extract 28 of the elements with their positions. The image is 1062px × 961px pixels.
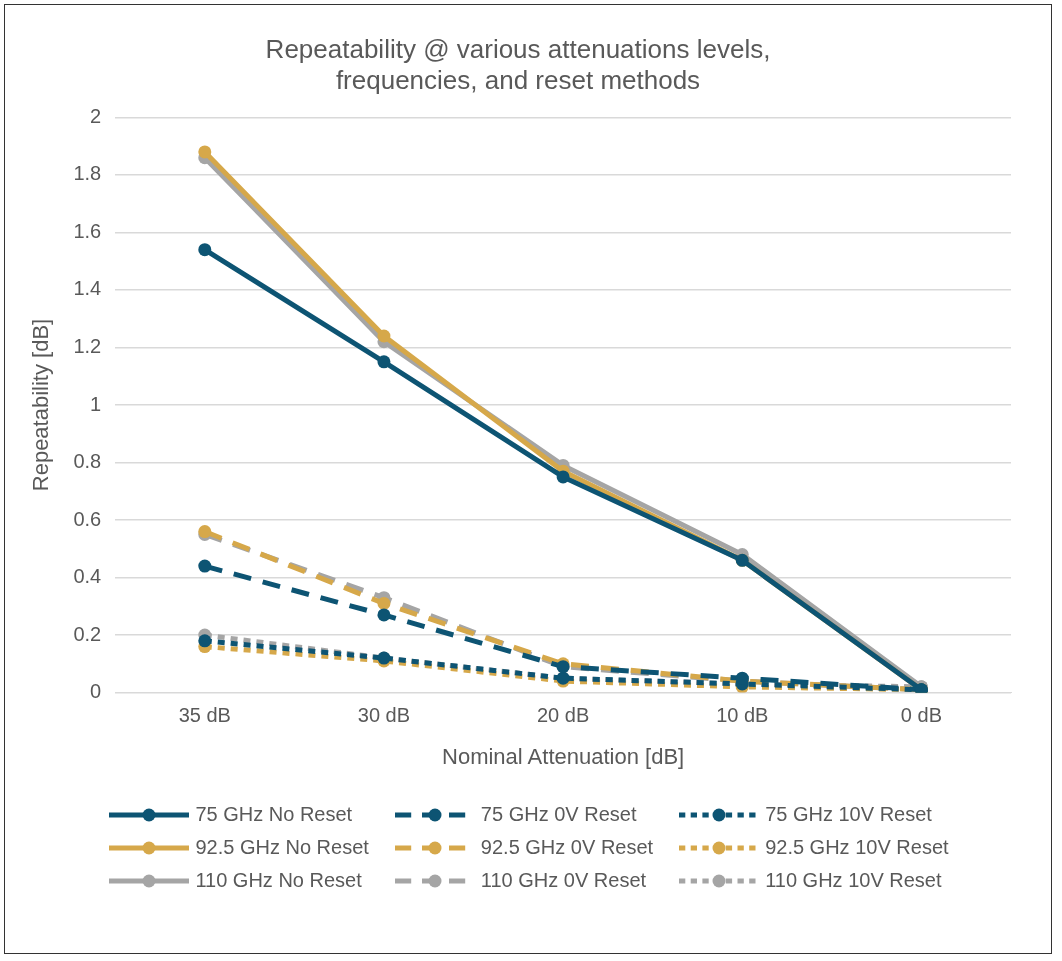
legend-label: 92.5 GHz 0V Reset xyxy=(480,836,654,859)
y-tick-label: 0.8 xyxy=(73,450,102,473)
y-tick-label: 1.4 xyxy=(73,277,102,300)
y-tick-label: 2 xyxy=(90,104,102,127)
x-axis-title: Nominal Attenuation [dB] xyxy=(442,743,685,769)
y-tick-label: 1.2 xyxy=(73,335,102,357)
x-tick-label: 35 dB xyxy=(178,704,231,727)
y-tick-label: 0.2 xyxy=(73,622,102,645)
y-tick-label: 1.8 xyxy=(73,162,102,185)
x-tick-label: 10 dB xyxy=(716,704,769,727)
legend-label: 110 GHz 0V Reset xyxy=(480,869,647,892)
legend-label: 75 GHz No Reset xyxy=(195,803,353,826)
legend-label: 110 GHz No Reset xyxy=(195,869,362,892)
y-tick-label: 0.6 xyxy=(73,507,102,530)
y-tick-label: 0 xyxy=(90,680,102,703)
x-tick-label: 20 dB xyxy=(536,704,590,727)
legend-label: 75 GHz 10V Reset xyxy=(765,803,932,826)
y-tick-label: 0.4 xyxy=(73,565,102,588)
x-tick-label: 30 dB xyxy=(357,704,411,727)
legend-label: 92.5 GHz No Reset xyxy=(195,836,369,859)
y-axis-title: Repeatability [dB] xyxy=(28,318,54,492)
legend-label: 92.5 GHz 10V Reset xyxy=(765,836,949,859)
x-tick-label: 0 dB xyxy=(900,704,942,727)
y-tick-label: 1.6 xyxy=(73,219,102,242)
legend-label: 75 GHz 0V Reset xyxy=(480,803,637,826)
y-tick-label: 1 xyxy=(90,392,102,415)
chart-title: Repeatability @ various attenuations levels, frequencies, and reset methods xyxy=(265,33,771,95)
legend-label: 110 GHz 10V Reset xyxy=(765,869,942,892)
